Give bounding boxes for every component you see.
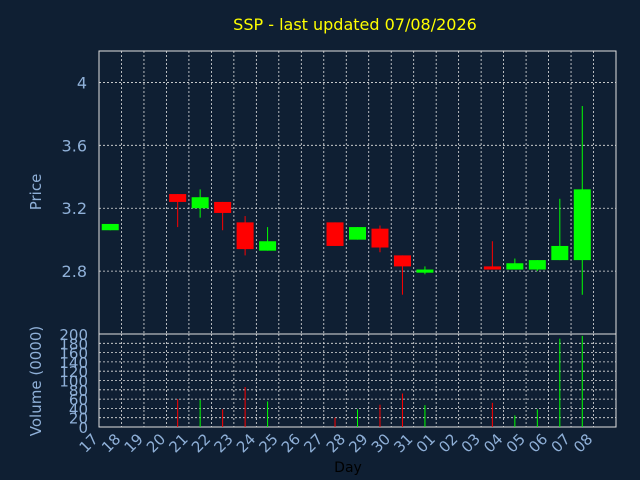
chart-title: SSP - last updated 07/08/2026 (233, 15, 477, 34)
candle-up (416, 269, 434, 273)
price-tick-label: 2.8 (62, 262, 87, 281)
candle-down (214, 201, 232, 213)
candle-up (101, 223, 119, 231)
volume-axis-label: Volume (0000) (27, 326, 45, 436)
candle-down (236, 222, 254, 250)
candle-up (506, 263, 524, 270)
x-axis: 1718192021222324252627282930310102030405… (76, 430, 597, 456)
candle-down (483, 266, 501, 270)
candle-up (349, 227, 366, 240)
volume-tick-label: 80 (69, 382, 88, 400)
volume-tick-label: 40 (69, 400, 88, 418)
x-tick-label: 08 (570, 430, 596, 456)
price-axis-label: Price (27, 174, 45, 211)
candle-up (191, 197, 209, 209)
price-panel: 4 3.6 3.2 2.8 (62, 50, 617, 335)
volume-tick-label: 20 (69, 410, 88, 428)
candle-up (259, 241, 277, 251)
candle-up (573, 189, 591, 261)
x-axis-label: Day (334, 460, 362, 476)
volume-tick-label: 140 (59, 354, 88, 372)
volume-tick-label: 60 (69, 391, 88, 409)
price-tick-label: 4 (77, 73, 87, 92)
volume-tick-label: 100 (59, 373, 88, 391)
candle-down (169, 194, 187, 202)
volume-tick-label: 120 (59, 363, 88, 381)
price-plot-frame (98, 50, 617, 335)
volume-tick-label: 160 (59, 345, 88, 363)
volume-tick-label: 200 (59, 326, 88, 344)
candle-down (371, 228, 389, 248)
price-tick-label: 3.2 (62, 199, 87, 218)
candle-down (393, 255, 411, 267)
candle-up (528, 260, 546, 270)
candle-up (551, 245, 569, 261)
volume-tick-label: 0 (78, 419, 88, 437)
volume-tick-label: 180 (59, 335, 88, 353)
candle-down (326, 222, 344, 246)
price-tick-label: 3.6 (62, 136, 87, 155)
